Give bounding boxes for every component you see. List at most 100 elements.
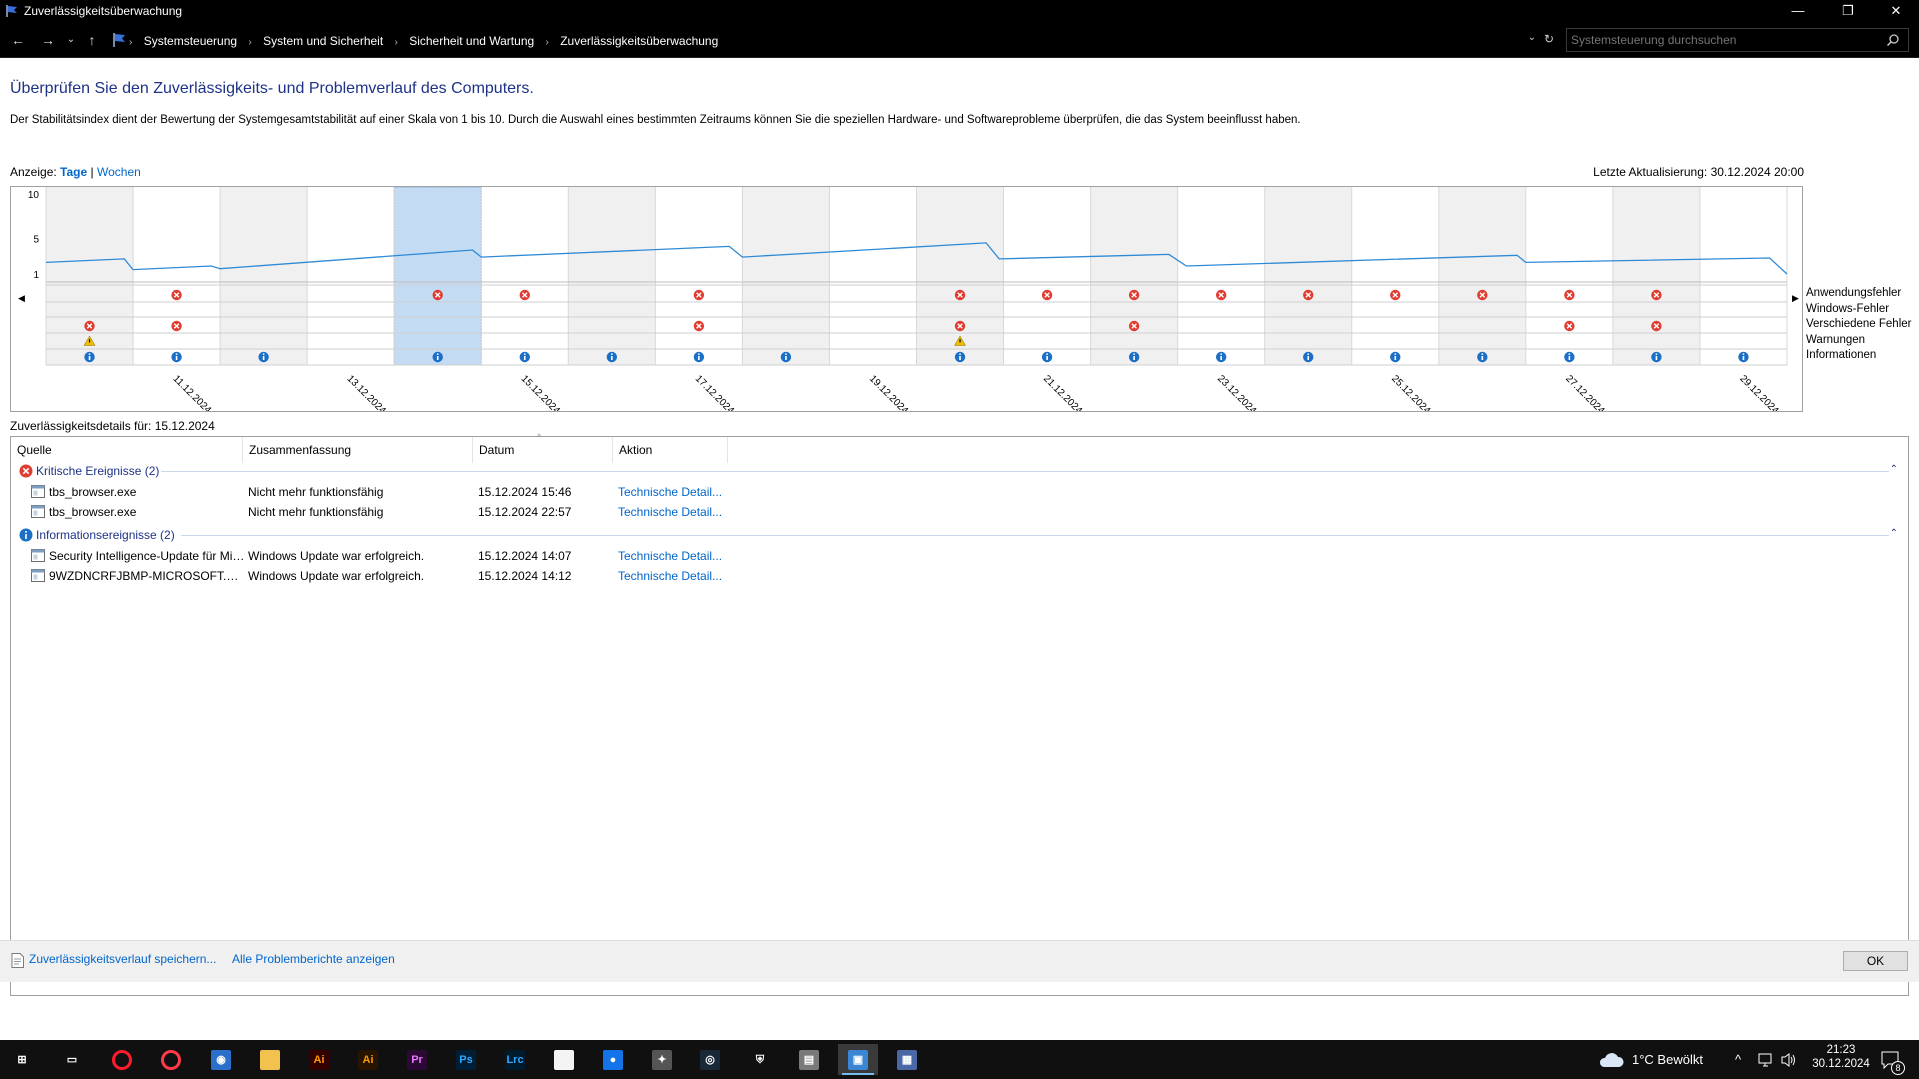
taskbar-notepad[interactable] [544, 1044, 584, 1075]
search-icon[interactable] [1886, 33, 1900, 47]
taskbar-app-bird[interactable]: ✦ [642, 1044, 682, 1075]
taskbar-opera[interactable] [102, 1044, 142, 1075]
taskbar-app-gray[interactable]: ▤ [789, 1044, 829, 1075]
flag-icon [6, 5, 17, 17]
y-tick-label: 1 [33, 270, 39, 281]
taskbar-browser[interactable]: ◉ [201, 1044, 241, 1075]
technical-details-link[interactable]: Technische Detail... [618, 505, 723, 519]
breadcrumb-sicherheit-und-wartung[interactable]: Sicherheit und Wartung [409, 34, 535, 48]
stability-chart[interactable]: 10 5 1 ◀ ▶ 11.12.2024 13.12.2024 15.12.2024 17.1… [10, 186, 1803, 412]
group-info-events[interactable]: Informationsereignisse (2) [19, 527, 1899, 545]
collapse-icon[interactable]: ⌃ [1889, 528, 1898, 539]
search-box[interactable] [1566, 28, 1909, 52]
info-icon-mark [523, 356, 526, 360]
reliability-icon: ▣ [848, 1050, 868, 1070]
day-column-shade [46, 187, 134, 365]
breadcrumb[interactable]: › Systemsteuerung › System und Sicherhei… [104, 28, 1561, 52]
forward-icon[interactable]: → [41, 32, 55, 48]
cell-date: 15.12.2024 14:12 [478, 569, 572, 583]
cloud-icon[interactable] [1598, 1050, 1624, 1070]
group-critical-events[interactable]: Kritische Ereignisse (2) [19, 463, 1899, 481]
notification-icon[interactable] [1880, 1050, 1904, 1072]
error-icon-mark [696, 292, 702, 298]
back-icon[interactable]: ← [11, 32, 25, 48]
error-icon-mark [1566, 292, 1573, 298]
network-icon[interactable] [1758, 1052, 1776, 1068]
table-row[interactable]: tbs_browser.exe Nicht mehr funktionsfähi… [11, 503, 1908, 521]
table-row[interactable]: 9WZDNCRFJBMP-MICROSOFT.WINDOWSSTORE Wind… [11, 567, 1908, 585]
taskbar-photoshop[interactable]: Ps [446, 1044, 486, 1075]
view-weeks-link[interactable]: Wochen [96, 165, 141, 179]
info-icon-mark [1394, 356, 1397, 360]
info-icon-dot [785, 353, 787, 355]
cell-source: tbs_browser.exe [49, 485, 137, 499]
save-document-icon [11, 953, 24, 968]
illustrator-icon: Ai [309, 1050, 329, 1070]
taskbar-opera-gx[interactable] [151, 1044, 191, 1075]
info-icon-mark [1307, 356, 1310, 360]
taskbar-premiere[interactable]: Pr [397, 1044, 437, 1075]
stability-chart-svg[interactable]: 10 5 1 ◀ ▶ 11.12.2024 13.12.2024 15.12.2024 17.1… [11, 187, 1802, 411]
info-icon-dot [1133, 353, 1135, 355]
taskbar-file-explorer[interactable] [250, 1044, 290, 1075]
clock[interactable]: 21:23 30.12.2024 [1812, 1040, 1870, 1079]
maximize-button[interactable]: ❐ [1842, 3, 1854, 18]
error-icon-mark [521, 292, 528, 298]
taskbar-lightroom[interactable]: Lrc [495, 1044, 535, 1075]
recent-dropdown-icon[interactable]: ⌄ [66, 34, 76, 45]
search-input[interactable] [1571, 32, 1871, 48]
technical-details-link[interactable]: Technische Detail... [618, 569, 723, 583]
info-icon-mark [1133, 356, 1135, 360]
taskbar-app-blue[interactable]: ● [593, 1044, 633, 1075]
cell-date: 15.12.2024 22:57 [478, 505, 572, 519]
taskbar-steam[interactable]: ◎ [690, 1044, 730, 1075]
error-icon-mark [1653, 292, 1660, 298]
chevron-down-icon[interactable]: ⌄ [1527, 32, 1536, 43]
taskbar-reliability[interactable]: ▣ [838, 1044, 878, 1075]
taskbar-illustrator-2[interactable]: Ai [348, 1044, 388, 1075]
x-tick-label: 21.12.2024 [1041, 373, 1084, 411]
minimize-button[interactable]: — [1791, 3, 1805, 18]
cell-summary: Nicht mehr funktionsfähig [248, 485, 384, 499]
scroll-left-icon[interactable]: ◀ [18, 294, 25, 304]
taskbar-start[interactable]: ⊞ [2, 1044, 42, 1075]
column-header-datum[interactable]: Datum [473, 437, 613, 463]
up-icon[interactable]: ↑ [88, 32, 96, 48]
page-description: Der Stabilitätsindex dient der Bewertung… [10, 114, 1301, 126]
cell-summary: Windows Update war erfolgreich. [248, 569, 425, 583]
save-history-link[interactable]: Zuverlässigkeitsverlauf speichern... [29, 952, 217, 966]
application-icon [31, 505, 45, 518]
view-days-link[interactable]: Tage [60, 165, 88, 179]
all-reports-link[interactable]: Alle Problemberichte anzeigen [232, 952, 395, 966]
stability-index-line [45, 242, 1788, 275]
table-row[interactable]: Security Intelligence-Update für Microso… [11, 547, 1908, 565]
breadcrumb-zuverlaessigkeit[interactable]: Zuverlässigkeitsüberwachung [560, 34, 719, 48]
taskbar-app-last[interactable]: ▦ [887, 1044, 927, 1075]
speaker-icon[interactable] [1780, 1052, 1798, 1068]
app-blue-icon: ● [603, 1050, 623, 1070]
column-header-zusammenfassung[interactable]: Zusammenfassung [243, 437, 473, 463]
breadcrumb-systemsteuerung[interactable]: Systemsteuerung [143, 34, 238, 48]
technical-details-link[interactable]: Technische Detail... [618, 549, 723, 563]
ok-button[interactable]: OK [1843, 951, 1908, 971]
column-header-quelle[interactable]: Quelle [11, 437, 243, 463]
refresh-icon[interactable]: ↻ [1543, 32, 1554, 46]
taskbar-security[interactable]: ⛨ [740, 1044, 780, 1075]
error-icon-mark [86, 323, 93, 329]
scroll-right-icon[interactable]: ▶ [1792, 294, 1799, 304]
close-button[interactable]: ✕ [1890, 3, 1902, 18]
weather-text[interactable]: 1°C Bewölkt [1632, 1052, 1703, 1067]
chevron-right-icon: › [545, 37, 549, 48]
group-label: Kritische Ereignisse (2) [36, 464, 160, 478]
x-tick-label: 13.12.2024 [345, 373, 388, 411]
table-row[interactable]: tbs_browser.exe Nicht mehr funktionsfähi… [11, 483, 1908, 501]
security-icon: ⛨ [755, 1054, 765, 1066]
technical-details-link[interactable]: Technische Detail... [618, 485, 723, 499]
column-header-aktion[interactable]: Aktion [613, 437, 728, 463]
taskbar-task-view[interactable]: ▭ [52, 1044, 92, 1075]
breadcrumb-system-und-sicherheit[interactable]: System und Sicherheit [263, 34, 384, 48]
taskbar-illustrator[interactable]: Ai [299, 1044, 339, 1075]
chevron-up-icon[interactable]: ^ [1735, 1052, 1742, 1067]
address-bar: ← → ⌄ ↑ › Systemsteuerung › System und S… [0, 22, 1919, 58]
collapse-icon[interactable]: ⌃ [1889, 464, 1898, 475]
